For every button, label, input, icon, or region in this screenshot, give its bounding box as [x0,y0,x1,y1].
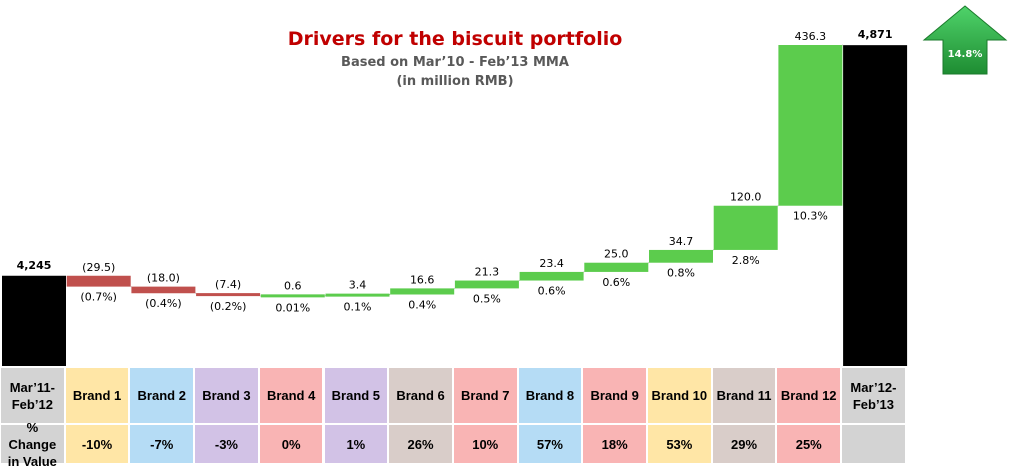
table-brand-name-5: Brand 5 [323,367,389,424]
table-empty-cell [841,424,906,464]
table-brand-name-1: Brand 1 [64,367,130,424]
bar-brand-5 [325,293,390,297]
growth-up-arrow-icon: 14.8% [922,5,1008,75]
bar-end-total [843,45,908,366]
bar-brand-1 [66,275,131,287]
label-change-brand-8: 23.4 [539,257,564,270]
label-change-brand-3: (7.4) [215,278,241,291]
table-brand-change-11: 29% [711,424,777,464]
bar-brand-6 [390,288,455,295]
label-change-brand-5: 3.4 [349,279,367,292]
label-change-brand-11: 120.0 [730,191,762,204]
bar-brand-7 [454,280,519,289]
label-end-total: 4,871 [858,28,893,41]
bar-brand-10 [649,249,713,263]
label-contribution-brand-4: 0.01% [275,301,310,314]
label-change-brand-9: 25.0 [604,248,629,261]
brand-change-table: Mar’11- Feb’12% Change in Value Brand 1 -1… [0,367,910,469]
bar-start-total [2,275,66,366]
label-change-brand-2: (18.0) [147,272,180,285]
table-brand-change-3: -3% [194,424,259,464]
label-contribution-brand-12: 10.3% [793,210,828,223]
chart-subtitle: Based on Mar’10 - Feb’13 MMA [341,55,569,70]
table-row-label: % Change in Value [0,420,65,469]
bar-brand-8 [519,271,584,281]
table-brand-name-4: Brand 4 [258,367,324,424]
table-brand-change-6: 26% [388,424,453,464]
label-contribution-brand-8: 0.6% [538,285,566,298]
table-brand-name-9: Brand 9 [582,367,647,424]
label-change-brand-12: 436.3 [795,30,827,43]
waterfall-chart: 4,245 (29.5) (0.7%) (18.0) (0.4%) (7.4) (0.2%)… [2,28,908,366]
table-brand-change-1: -10% [64,424,130,464]
label-contribution-brand-2: (0.4%) [145,297,182,310]
table-header-end-period: Mar’12- Feb’13 [841,367,906,424]
table-brand-name-8: Brand 8 [517,367,583,424]
bar-brand-4 [260,294,325,298]
label-change-brand-7: 21.3 [475,266,500,279]
table-brand-change-5: 1% [323,424,389,464]
table-header-start-period: Mar’11- Feb’12 [0,367,65,424]
label-change-brand-4: 0.6 [284,279,302,292]
table-brand-change-12: 25% [776,424,842,464]
label-change-brand-6: 16.6 [410,273,435,286]
label-contribution-brand-7: 0.5% [473,292,501,305]
table-brand-name-11: Brand 11 [711,367,777,424]
label-start-total: 4,245 [17,259,52,272]
chart-unit-note: (in million RMB) [396,74,514,89]
bar-brand-9 [584,262,649,272]
table-brand-name-3: Brand 3 [194,367,259,424]
label-contribution-brand-5: 0.1% [344,301,372,314]
table-brand-name-7: Brand 7 [452,367,518,424]
table-brand-change-9: 18% [582,424,647,464]
table-brand-name-6: Brand 6 [388,367,453,424]
table-brand-name-12: Brand 12 [776,367,842,424]
table-brand-change-10: 53% [647,424,712,464]
label-contribution-brand-10: 0.8% [667,267,695,280]
label-contribution-brand-11: 2.8% [732,254,760,267]
table-brand-change-2: -7% [129,424,195,464]
table-brand-change-4: 0% [258,424,324,464]
bar-brand-12 [778,45,843,206]
label-contribution-brand-6: 0.4% [408,299,436,312]
chart-title: Drivers for the biscuit portfolio [287,28,623,50]
table-brand-change-7: 10% [452,424,518,464]
label-contribution-brand-3: (0.2%) [210,300,247,313]
bar-brand-3 [196,293,261,297]
growth-badge: 14.8% [948,49,983,60]
label-contribution-brand-9: 0.6% [602,276,630,289]
label-change-brand-1: (29.5) [82,261,115,274]
table-brand-name-2: Brand 2 [129,367,195,424]
label-contribution-brand-1: (0.7%) [80,291,117,304]
bar-brand-11 [713,205,778,250]
table-brand-name-10: Brand 10 [647,367,712,424]
label-change-brand-10: 34.7 [669,235,694,248]
table-brand-change-8: 57% [517,424,583,464]
bar-brand-2 [131,286,196,294]
